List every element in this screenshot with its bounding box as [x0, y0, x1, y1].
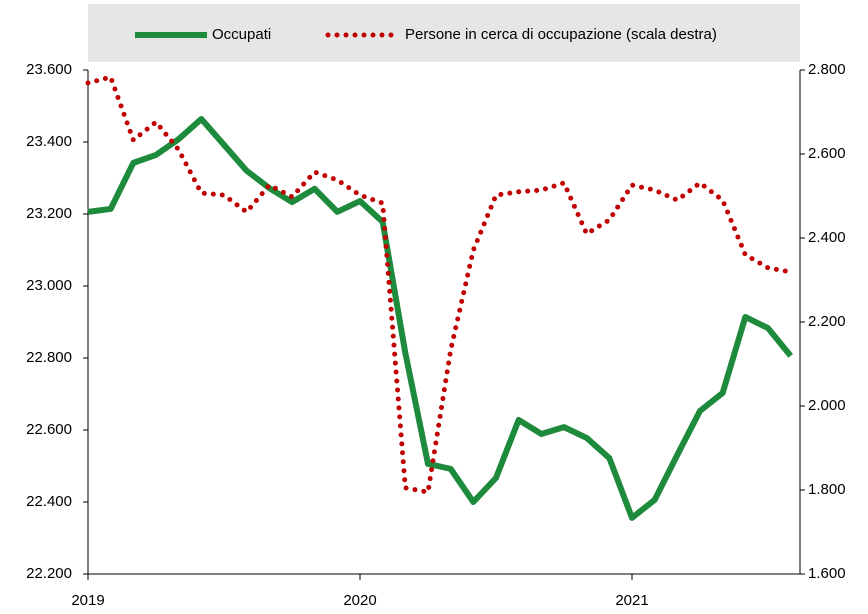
y-tick-label: 23.200	[26, 205, 72, 222]
x-tick-label: 2021	[615, 592, 648, 609]
y-tick-label: 23.000	[26, 277, 72, 294]
series-line	[85, 74, 794, 496]
y2-tick-label: 2.600	[808, 145, 846, 162]
y2-tick-label: 2.800	[808, 61, 846, 78]
legend-label: Occupati	[212, 26, 271, 43]
y-tick-label: 22.400	[26, 493, 72, 510]
y-tick-label: 22.600	[26, 421, 72, 438]
y2-tick-label: 2.000	[808, 397, 846, 414]
y-tick-label: 23.600	[26, 61, 72, 78]
y-tick-label: 22.200	[26, 565, 72, 582]
legend-label: Persone in cerca di occupazione (scala d…	[405, 26, 717, 43]
y2-tick-label: 2.400	[808, 229, 846, 246]
series-line	[87, 115, 793, 521]
y2-tick-label: 2.200	[808, 313, 846, 330]
x-tick-label: 2019	[71, 592, 104, 609]
y2-tick-label: 1.800	[808, 481, 846, 498]
y-tick-label: 23.400	[26, 133, 72, 150]
x-tick-label: 2020	[343, 592, 376, 609]
y-tick-label: 22.800	[26, 349, 72, 366]
y2-tick-label: 1.600	[808, 565, 846, 582]
